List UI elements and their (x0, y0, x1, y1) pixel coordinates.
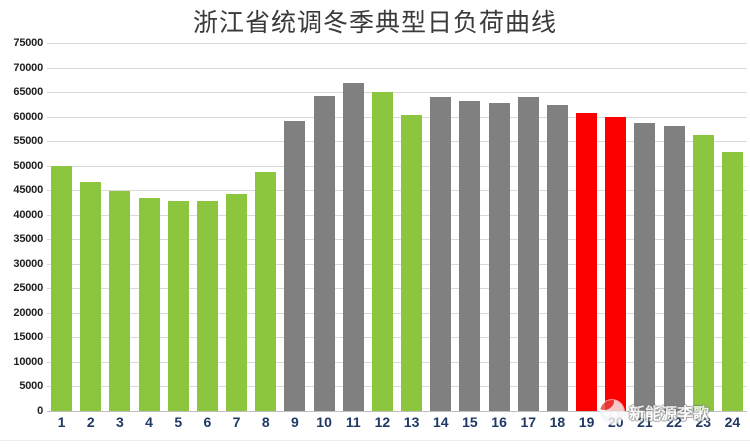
bar-20 (605, 117, 627, 411)
bar-3 (109, 191, 131, 411)
y-tick-label: 0 (37, 405, 43, 417)
x-tick-label: 13 (403, 414, 420, 430)
gridline (47, 214, 747, 216)
y-tick-label: 70000 (13, 61, 43, 74)
y-tick-label: 45000 (13, 184, 43, 197)
x-tick-label: 12 (374, 414, 391, 430)
gridline (47, 386, 747, 388)
bar-13 (401, 114, 423, 411)
y-tick-label: 10000 (13, 355, 43, 368)
y-tick-label: 65000 (13, 86, 43, 99)
bottom-divider (0, 440, 750, 441)
bar-11 (342, 83, 364, 411)
bar-16 (488, 102, 510, 411)
plot-area (47, 43, 747, 412)
bar-8 (255, 172, 277, 411)
gridline (47, 263, 747, 265)
y-tick-label: 20000 (13, 306, 43, 319)
bar-24 (721, 151, 743, 411)
chart-title: 浙江省统调冬季典型日负荷曲线 (192, 8, 557, 37)
y-tick-label: 35000 (13, 233, 43, 246)
y-tick-label: 55000 (13, 135, 43, 148)
x-tick-label: 21 (637, 414, 653, 430)
x-tick-label: 7 (232, 414, 241, 430)
gridline (47, 67, 747, 69)
bar-15 (459, 100, 481, 411)
x-tick-label: 22 (666, 414, 682, 430)
bar-19 (576, 112, 598, 411)
x-tick-label: 3 (116, 414, 124, 430)
y-tick-label: 75000 (13, 37, 43, 49)
y-tick-label: 5000 (19, 380, 43, 393)
bar-22 (663, 126, 685, 411)
x-tick-label: 17 (520, 414, 537, 430)
gridline (47, 141, 747, 143)
bar-14 (430, 97, 452, 411)
bar-12 (371, 92, 393, 411)
x-tick-label: 9 (291, 414, 299, 430)
bar-23 (692, 134, 714, 411)
gridline (47, 337, 747, 339)
x-tick-label: 4 (145, 414, 153, 430)
bar-21 (634, 122, 656, 411)
bar-18 (546, 104, 568, 411)
y-tick-label: 50000 (13, 159, 43, 172)
bar-4 (138, 198, 160, 411)
gridline (47, 190, 747, 192)
x-tick-label: 1 (57, 414, 66, 430)
y-tick-label: 40000 (13, 208, 43, 221)
y-tick-label: 15000 (13, 331, 43, 344)
y-tick-label: 60000 (13, 110, 43, 123)
x-tick-label: 19 (578, 414, 595, 430)
bar-6 (196, 201, 218, 411)
x-tick-label: 23 (695, 414, 712, 430)
bar-5 (167, 201, 189, 411)
x-tick-label: 24 (724, 414, 741, 430)
x-tick-label: 18 (549, 414, 566, 430)
y-axis: 75000 70000 65000 60000 55000 50000 45000 40000… (0, 37, 43, 417)
x-tick-label: 16 (491, 414, 507, 430)
bar-7 (226, 194, 248, 411)
bar-9 (284, 120, 306, 411)
x-tick-label: 10 (316, 414, 332, 430)
x-tick-label: 2 (86, 414, 95, 430)
x-axis: 1 2 3 4 5 6 7 8 9 10 11 12 13 14 15 16 17 18 19 20 21 22 23 24 (47, 414, 747, 440)
bar-17 (517, 97, 539, 411)
gridline (47, 288, 747, 290)
x-tick-label: 20 (607, 414, 624, 430)
x-tick-label: 15 (462, 414, 478, 430)
gridline (47, 411, 747, 412)
gridline (47, 239, 747, 241)
x-tick-label: 11 (345, 414, 361, 430)
bar-2 (80, 181, 102, 411)
y-tick-label: 25000 (13, 282, 43, 295)
gridline (47, 312, 747, 314)
x-tick-label: 14 (432, 414, 449, 430)
bar-10 (313, 96, 335, 411)
bar-1 (51, 165, 73, 411)
gridline (47, 165, 747, 167)
gridline (47, 43, 747, 44)
gridline (47, 116, 747, 118)
x-tick-label: 5 (174, 414, 183, 430)
x-tick-label: 8 (261, 414, 270, 430)
gridline (47, 361, 747, 363)
gridline (47, 92, 747, 94)
x-tick-label: 6 (203, 414, 212, 430)
y-tick-label: 30000 (13, 257, 43, 270)
